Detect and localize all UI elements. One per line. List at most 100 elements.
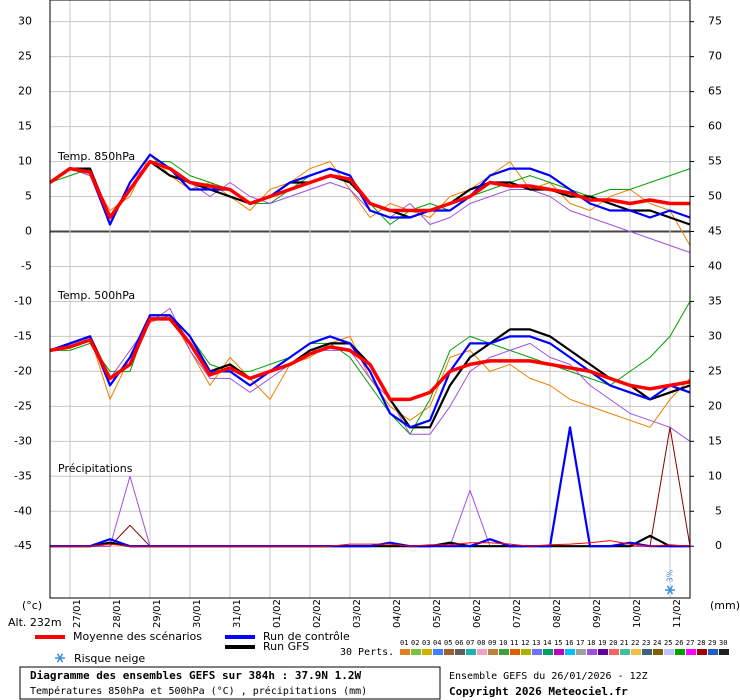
perturbation-code: 04 [433,639,441,647]
perturbation-swatch [653,649,663,655]
y2-tick-label: 35 [708,294,722,307]
footer-box [19,666,441,700]
y-tick-label: 25 [18,50,32,63]
perturbation-swatch [433,649,443,655]
perturbation-swatch [664,649,674,655]
perturbation-swatch [587,649,597,655]
perturbation-swatch [532,649,542,655]
snow-legend: Risque neige [74,652,145,665]
panel-title: Temp. 850hPa [57,150,135,163]
perturbation-swatch [598,649,608,655]
x-tick-label: 10/02 [632,599,643,628]
y2-tick-label: 45 [708,225,722,238]
perturbation-swatch [719,649,729,655]
x-tick-label: 31/01 [232,599,243,628]
perturbation-code: 19 [598,639,606,647]
legend-label: Moyenne des scénarios [73,630,202,643]
y2-tick-label: 55 [708,155,722,168]
perturbation-swatch [686,649,696,655]
y2-tick-label: 65 [708,85,722,98]
perturbation-code: 28 [697,639,705,647]
legend-label: Run GFS [263,640,309,653]
y2-tick-label: 20 [708,399,722,412]
copyright: Copyright 2026 Meteociel.fr [449,685,628,698]
x-tick-label: 01/02 [272,599,283,628]
perturbation-code: 20 [609,639,617,647]
series-line [49,161,691,253]
perturbation-code: 11 [510,639,518,647]
perturbation-code: 21 [620,639,628,647]
perturbation-swatch [455,649,465,655]
series-line [49,161,691,225]
perturbation-code: 25 [664,639,672,647]
perturbation-swatch [488,649,498,655]
series-line [49,159,690,220]
perturbation-swatch [554,649,564,655]
x-tick-label: 27/01 [72,599,83,628]
x-tick-label: 06/02 [472,599,483,628]
perturbation-swatch [400,649,410,655]
perturbation-code: 12 [521,639,529,647]
perturbation-code: 05 [444,639,452,647]
y-axis-unit: (°c) [22,599,42,612]
y2-tick-label: 75 [708,15,722,28]
y-tick-label: 0 [25,225,32,238]
y-tick-label: 30 [18,15,32,28]
x-tick-label: 08/02 [552,599,563,628]
perturbation-swatch [620,649,630,655]
x-tick-label: 29/01 [152,599,163,628]
perturbation-code: 03 [422,639,430,647]
perturbation-code: 29 [708,639,716,647]
perturbation-code: 01 [400,639,408,647]
y-tick-label: -40 [14,504,32,517]
y2-tick-label: 25 [708,364,722,377]
y-tick-label: 5 [25,190,32,203]
series-line [50,426,691,547]
perturbation-code: 06 [455,639,463,647]
series-line [49,317,691,402]
y-tick-label: -5 [21,259,32,272]
perturbation-swatch [543,649,553,655]
perturbation-swatch [477,649,487,655]
perturbation-swatch [609,649,619,655]
y2-tick-label: 70 [708,50,722,63]
series-line [49,160,691,226]
perturbation-code: 09 [488,639,496,647]
perturbation-code: 30 [719,639,727,647]
y-tick-label: -45 [14,539,32,552]
x-tick-label: 07/02 [512,599,523,628]
series-line [49,314,691,429]
x-tick-label: 30/01 [192,599,203,628]
y2-tick-label: 15 [708,434,722,447]
perturbation-swatch [697,649,707,655]
perturbation-code: 14 [543,639,551,647]
series-line [50,534,690,548]
perturbation-swatch [631,649,641,655]
perturbation-code: 07 [466,639,474,647]
y2-tick-label: 5 [715,504,722,517]
y-tick-label: 20 [18,85,32,98]
y-tick-label: -15 [14,329,32,342]
footer-title: Diagramme des ensembles GEFS sur 384h : … [30,669,362,682]
perturbation-code: 15 [554,639,562,647]
x-tick-label: 03/02 [352,599,363,628]
perturbation-swatch [565,649,575,655]
x-tick-label: 05/02 [432,599,443,628]
perturbation-swatch [510,649,520,655]
panel-title: Précipitations [58,462,133,475]
perturbation-code: 17 [576,639,584,647]
perturbation-code: 08 [477,639,485,647]
y-tick-label: -20 [14,364,32,377]
y2-tick-label: 30 [708,329,722,342]
y2-tick-label: 10 [708,469,722,482]
y2-tick-label: 40 [708,259,722,272]
y-tick-label: 15 [18,120,32,133]
x-tick-label: 09/02 [592,599,603,628]
y2-tick-label: 0 [715,539,722,552]
perturbation-code: 22 [631,639,639,647]
perturbation-swatch [576,649,586,655]
perturbation-swatch [521,649,531,655]
footer-subtitle: Températures 850hPa et 500hPa (°C) , pré… [30,685,367,697]
x-tick-label: 28/01 [112,599,123,628]
